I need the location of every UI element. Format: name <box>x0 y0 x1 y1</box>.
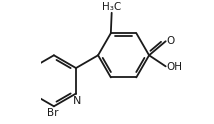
Text: O: O <box>166 36 175 46</box>
Text: OH: OH <box>166 62 183 72</box>
Text: H₃C: H₃C <box>102 2 121 12</box>
Text: Br: Br <box>47 108 59 118</box>
Text: N: N <box>73 96 81 106</box>
